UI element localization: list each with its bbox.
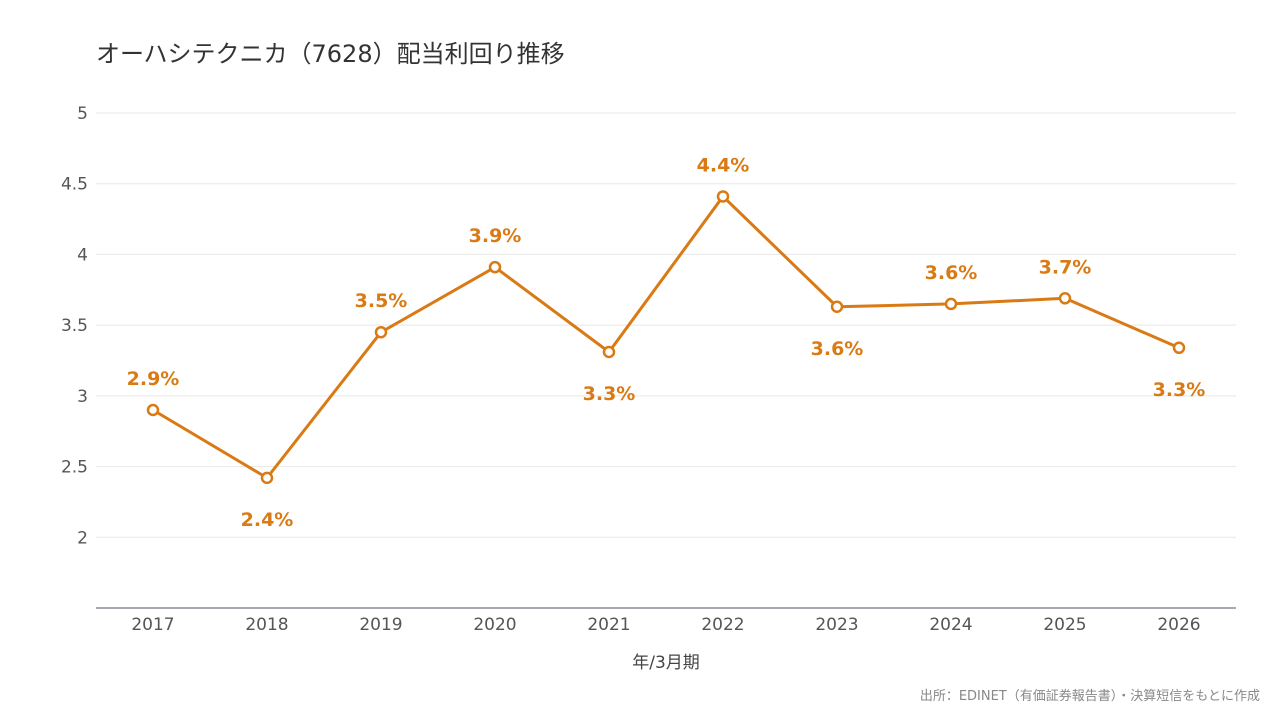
data-point bbox=[602, 345, 616, 359]
y-tick-label: 4 bbox=[77, 245, 88, 265]
data-point bbox=[830, 300, 844, 314]
x-tick-label: 2023 bbox=[815, 615, 858, 635]
x-tick-label: 2022 bbox=[701, 615, 744, 635]
y-tick-label: 2.5 bbox=[61, 458, 88, 478]
data-point bbox=[1058, 292, 1072, 305]
data-label: 2.9% bbox=[127, 368, 180, 390]
x-tick-label: 2019 bbox=[359, 615, 402, 635]
y-tick-label: 4.5 bbox=[61, 175, 88, 195]
data-point bbox=[260, 471, 274, 485]
data-label: 3.6% bbox=[811, 338, 864, 360]
data-point bbox=[146, 403, 160, 417]
y-tick-label: 2 bbox=[77, 528, 88, 548]
series-line bbox=[152, 194, 1180, 480]
data-point bbox=[944, 297, 958, 311]
x-tick-label: 2018 bbox=[245, 615, 288, 635]
y-tick-label: 5 bbox=[77, 104, 88, 124]
data-label: 3.6% bbox=[925, 262, 978, 284]
x-tick-label: 2017 bbox=[131, 615, 174, 635]
chart-title: オーハシテクニカ（7628）配当利回り推移 bbox=[96, 40, 565, 68]
data-label: 4.4% bbox=[697, 154, 750, 176]
data-point bbox=[488, 260, 502, 274]
data-label: 2.4% bbox=[241, 509, 294, 531]
data-label: 3.3% bbox=[583, 383, 636, 405]
data-label: 3.9% bbox=[469, 225, 522, 247]
x-tick-label: 2021 bbox=[587, 615, 630, 635]
y-tick-label: 3 bbox=[77, 387, 88, 407]
data-point bbox=[374, 325, 388, 339]
data-point bbox=[1172, 341, 1186, 355]
x-tick-label: 2025 bbox=[1043, 615, 1086, 635]
x-axis-title: 年/3月期 bbox=[632, 653, 700, 673]
y-tick-label: 3.5 bbox=[61, 316, 88, 336]
data-point bbox=[716, 190, 730, 203]
data-label: 3.3% bbox=[1153, 379, 1206, 401]
data-label: 3.7% bbox=[1039, 256, 1092, 278]
data-label: 3.5% bbox=[355, 290, 408, 312]
source-note: 出所：EDINET（有価証券報告書）・決算短信をもとに作成 bbox=[919, 689, 1260, 704]
x-tick-label: 2024 bbox=[929, 615, 972, 635]
x-tick-label: 2020 bbox=[473, 615, 516, 635]
x-tick-label: 2026 bbox=[1157, 615, 1200, 635]
